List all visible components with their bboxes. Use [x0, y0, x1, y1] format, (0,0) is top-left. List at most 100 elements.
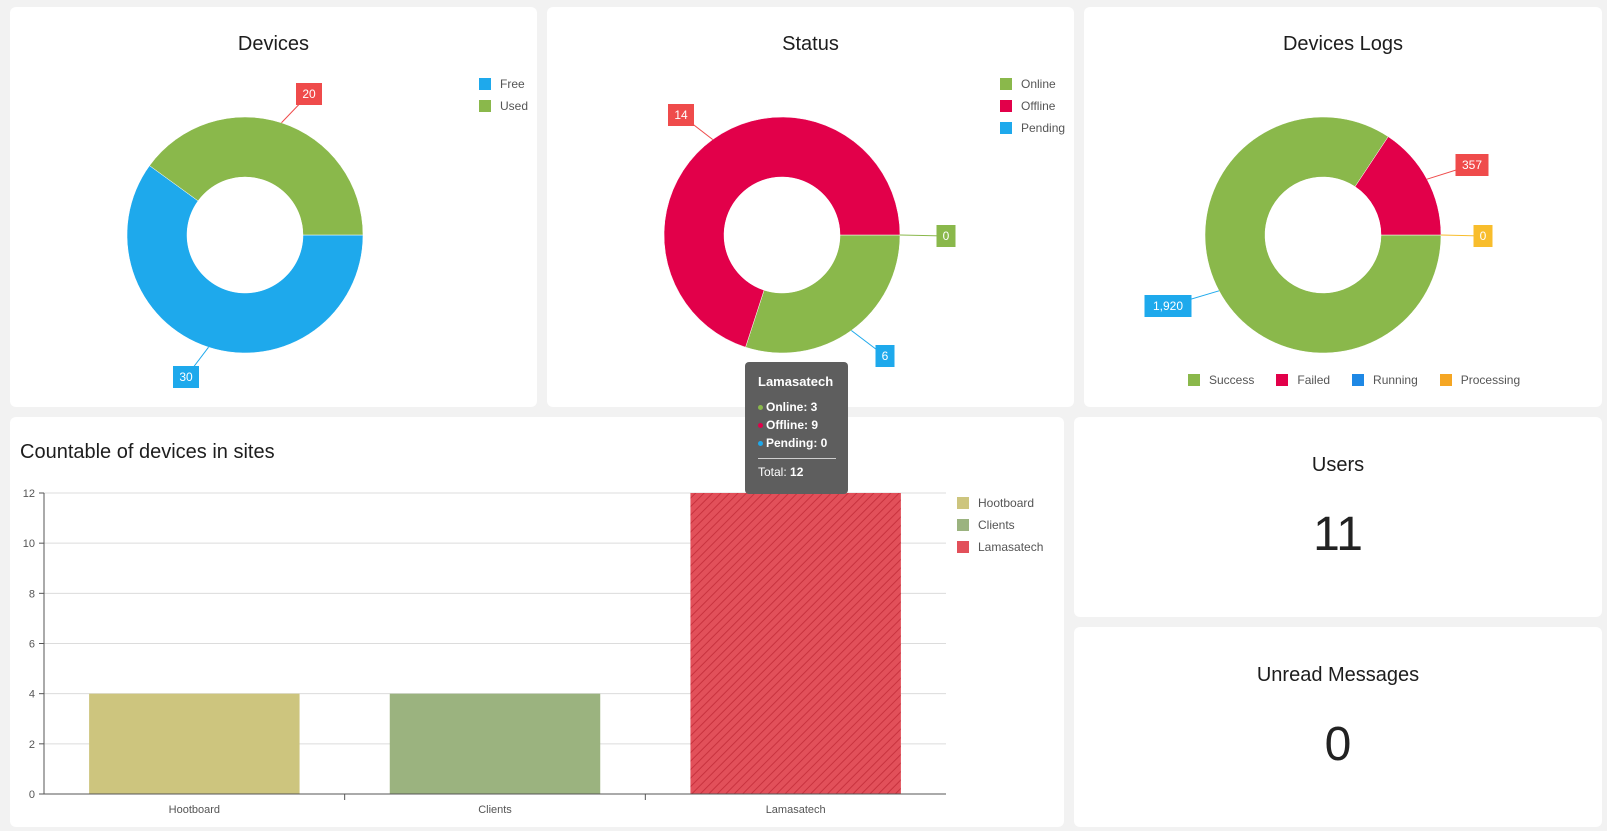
tooltip-total-value: 12 [790, 465, 804, 479]
legend-item-lamasatech[interactable]: Lamasatech [957, 536, 1043, 558]
devices-logs-legend: Success Failed Running Processing [1188, 369, 1542, 391]
y-tick-label: 10 [23, 538, 35, 550]
callout-value: 14 [674, 108, 688, 122]
unread-messages-count: 0 [1324, 718, 1352, 771]
tooltip-total: Total: 12 [758, 465, 848, 479]
legend-swatch [957, 519, 969, 531]
tooltip-title: Lamasatech [758, 374, 834, 389]
legend-label: Failed [1297, 373, 1331, 387]
callout-box [173, 366, 199, 388]
legend-item-hootboard[interactable]: Hootboard [957, 492, 1043, 514]
devices-legend: Free Used [479, 73, 528, 117]
dot-icon [758, 441, 763, 447]
callout-value: 0 [1480, 229, 1487, 243]
tooltip-total-label: Total: [758, 465, 791, 479]
legend-label: Processing [1460, 373, 1521, 387]
legend-item-running[interactable]: Running [1352, 369, 1418, 391]
legend-item-free[interactable]: Free [479, 73, 528, 95]
callout-value: 1,920 [1153, 299, 1183, 313]
callout-value: 30 [179, 370, 193, 384]
x-tick-label: Lamasatech [766, 804, 826, 816]
legend-label: Used [500, 99, 529, 113]
legend-swatch [1000, 100, 1012, 112]
legend-swatch [1439, 374, 1452, 386]
unread-messages-title: Unread Messages [1256, 664, 1420, 686]
status-title: Status [782, 33, 839, 55]
y-tick-label: 12 [23, 488, 35, 500]
legend-label: Pending [1021, 121, 1066, 135]
tooltip-row-label: Offline: 9 [766, 418, 819, 432]
legend-swatch [1000, 122, 1012, 134]
sites-chart-title: Countable of devices in sites [20, 441, 275, 463]
legend-swatch [479, 78, 491, 90]
legend-swatch [479, 100, 491, 112]
y-tick-label: 4 [29, 689, 35, 701]
donut-callout-online: 6 [851, 330, 895, 367]
y-tick-label: 6 [29, 639, 35, 651]
donut-hole [1265, 177, 1381, 293]
bar-clients[interactable] [389, 693, 601, 794]
callout-box [875, 345, 895, 367]
users-card: Users 11 [1074, 417, 1602, 617]
legend-swatch [1352, 374, 1365, 386]
tooltip-row-offline: Offline: 9 [758, 418, 848, 432]
legend-label: Success [1209, 373, 1255, 387]
donut-hole [724, 177, 840, 293]
donut-callout-pending: 0 [899, 225, 956, 247]
y-tick-label: 8 [29, 588, 35, 600]
tooltip-row-label: Online: 3 [766, 400, 818, 414]
callout-box [936, 225, 956, 247]
tooltip-row-online: Online: 3 [758, 400, 848, 414]
callout-box [1455, 154, 1489, 176]
callout-value: 20 [302, 87, 316, 101]
x-tick-label: Hootboard [169, 804, 220, 816]
tooltip-row-pending: Pending: 0 [758, 436, 848, 450]
unread-messages-card: Unread Messages 0 [1074, 627, 1602, 827]
y-tick-label: 2 [29, 739, 35, 751]
y-tick-label: 0 [29, 789, 35, 801]
callout-box [1473, 225, 1493, 247]
donut-callout-offline: 14 [668, 104, 713, 140]
legend-label: Lamasatech [978, 540, 1044, 554]
donut-callout-used: 20 [281, 83, 322, 124]
tooltip-divider [758, 458, 836, 459]
callout-box [1144, 295, 1192, 317]
devices-title: Devices [237, 33, 310, 55]
bar-lamasatech[interactable] [690, 493, 901, 794]
legend-label: Free [500, 77, 525, 91]
callout-value: 0 [943, 229, 950, 243]
legend-label: Online [1021, 77, 1056, 91]
donut-callout-free: 30 [173, 346, 209, 388]
users-title: Users [1311, 454, 1365, 476]
donut-callout-failed: 357 [1426, 154, 1489, 180]
legend-item-online[interactable]: Online [1000, 73, 1065, 95]
donut-hole [187, 177, 303, 293]
sites-legend: Hootboard Clients Lamasatech [957, 492, 1043, 558]
devices-logs-title: Devices Logs [1282, 33, 1404, 55]
users-count: 11 [1313, 508, 1363, 561]
legend-item-processing[interactable]: Processing [1439, 369, 1521, 391]
x-tick-label: Clients [478, 804, 512, 816]
callout-value: 357 [1462, 158, 1482, 172]
legend-item-used[interactable]: Used [479, 95, 528, 117]
donut-callout-success: 1,920 [1144, 290, 1220, 317]
legend-swatch [957, 541, 969, 553]
callout-box [296, 83, 322, 105]
legend-swatch [957, 497, 969, 509]
bar-hootboard[interactable] [89, 693, 300, 794]
dot-icon [758, 405, 763, 411]
legend-item-failed[interactable]: Failed [1276, 369, 1330, 391]
legend-label: Offline [1021, 99, 1056, 113]
callout-value: 6 [882, 349, 889, 363]
legend-swatch [1276, 374, 1289, 386]
donut-callout-processing: 0 [1440, 225, 1493, 247]
callout-box [668, 104, 694, 126]
legend-item-offline[interactable]: Offline [1000, 95, 1065, 117]
legend-item-success[interactable]: Success [1188, 369, 1254, 391]
chart-tooltip: Lamasatech Online: 3 Offline: 9 Pending:… [745, 362, 848, 494]
legend-item-clients[interactable]: Clients [957, 514, 1043, 536]
legend-swatch [1188, 374, 1200, 386]
dot-icon [758, 423, 763, 429]
legend-item-pending[interactable]: Pending [1000, 117, 1065, 139]
